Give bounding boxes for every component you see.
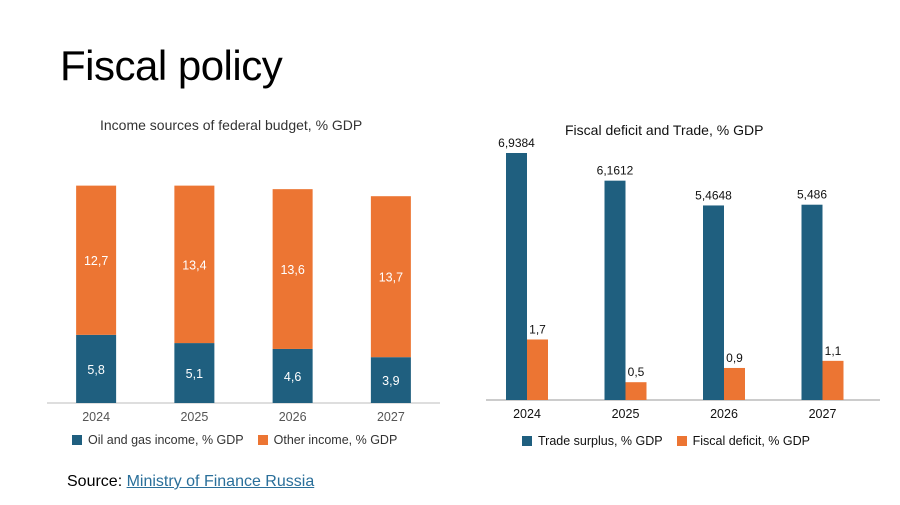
deficit-bar-label: 5,4648 — [695, 188, 732, 202]
deficit-chart-title: Fiscal deficit and Trade, % GDP — [565, 122, 764, 138]
income-chart-title: Income sources of federal budget, % GDP — [100, 117, 363, 133]
legend-label-trade-surplus: Trade surplus, % GDP — [538, 434, 663, 448]
deficit-bar-label: 0,9 — [726, 351, 743, 365]
legend-item-fiscal-deficit: Fiscal deficit, % GDP — [676, 434, 810, 448]
income-bar-segment — [272, 348, 313, 403]
income-bar-segment — [370, 196, 411, 358]
deficit-bar — [801, 204, 823, 400]
deficit-x-tick-label: 2025 — [612, 407, 640, 421]
deficit-bar — [604, 180, 626, 400]
legend-label-fiscal-deficit: Fiscal deficit, % GDP — [692, 434, 810, 448]
income-bar-segment — [76, 334, 117, 403]
deficit-bar-label: 1,1 — [825, 344, 842, 358]
income-bar-segment — [174, 185, 215, 344]
legend-swatch-trade-surplus — [522, 436, 532, 446]
deficit-x-tick-label: 2026 — [710, 407, 738, 421]
legend-swatch-oil-gas — [72, 435, 82, 445]
income-bar-segment — [174, 343, 215, 403]
income-x-tick-label: 2026 — [279, 410, 307, 424]
deficit-bar — [527, 339, 548, 400]
source-link[interactable]: Ministry of Finance Russia — [126, 473, 315, 490]
deficit-x-tick-label: 2027 — [809, 407, 837, 421]
income-bar-label: 5,8 — [87, 363, 104, 377]
deficit-bar — [822, 360, 844, 400]
deficit-bar-label: 6,1612 — [597, 164, 634, 178]
source-note: Source: Ministry of Finance Russia — [67, 473, 314, 491]
income-bar-segment — [76, 185, 117, 335]
page-title: Fiscal policy — [60, 42, 283, 89]
income-bar-label: 12,7 — [84, 254, 108, 268]
deficit-bar — [724, 367, 745, 400]
income-bar-label: 5,1 — [186, 367, 203, 381]
income-bar-label: 13,6 — [280, 263, 304, 277]
legend-item-other-income: Other income, % GDP — [257, 433, 398, 447]
income-bar-label: 3,9 — [382, 374, 399, 388]
income-bar-segment — [370, 357, 411, 403]
deficit-bar-label: 6,9384 — [498, 136, 535, 150]
deficit-bar — [703, 205, 724, 400]
legend-label-other-income: Other income, % GDP — [273, 433, 398, 447]
income-bar-label: 13,7 — [379, 271, 403, 285]
legend-label-oil-gas: Oil and gas income, % GDP — [88, 433, 244, 447]
legend-item-oil-gas: Oil and gas income, % GDP — [72, 433, 244, 447]
deficit-bar — [625, 382, 647, 400]
income-x-tick-label: 2025 — [180, 410, 208, 424]
deficit-bar-label: 0,5 — [628, 365, 645, 379]
income-bar-label: 13,4 — [182, 258, 206, 272]
income-chart-legend: Oil and gas income, % GDP Other income, … — [72, 433, 411, 447]
legend-swatch-other-income — [257, 435, 268, 445]
income-x-tick-label: 2024 — [82, 410, 110, 424]
deficit-bar — [506, 153, 527, 400]
income-x-tick-label: 2027 — [377, 410, 405, 424]
source-label: Source: — [67, 473, 123, 490]
deficit-bar-label: 5,486 — [797, 188, 827, 202]
legend-swatch-fiscal-deficit — [676, 436, 687, 446]
legend-item-trade-surplus: Trade surplus, % GDP — [522, 434, 663, 448]
income-bar-segment — [272, 189, 313, 349]
deficit-x-tick-label: 2024 — [513, 407, 541, 421]
income-bar-label: 4,6 — [284, 370, 301, 384]
deficit-bar-label: 1,7 — [529, 322, 546, 336]
deficit-chart-legend: Trade surplus, % GDP Fiscal deficit, % G… — [522, 434, 824, 448]
